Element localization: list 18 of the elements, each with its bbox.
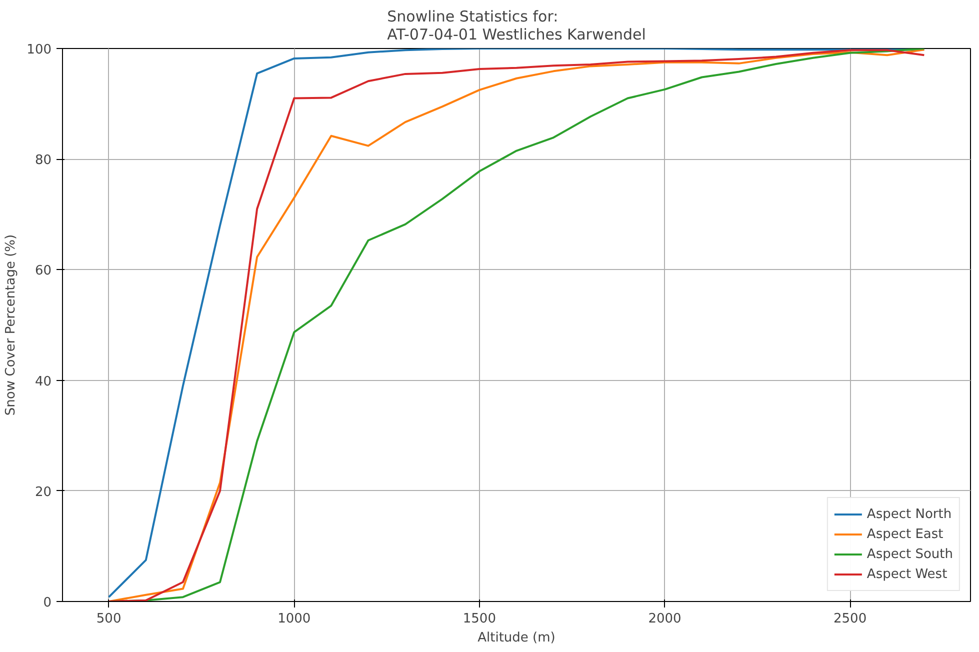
x-tick-label: 500	[96, 612, 122, 626]
y-tick-label: 60	[34, 264, 52, 279]
legend-label: Aspect South	[866, 546, 953, 562]
x-axis-title: Altitude (m)	[478, 630, 556, 646]
y-tick-label: 40	[34, 374, 52, 390]
y-axis-title: Snow Cover Percentage (%)	[4, 234, 19, 416]
y-tick-label: 100	[26, 42, 52, 58]
y-tick-label: 80	[34, 153, 52, 168]
y-tick-label: 20	[34, 484, 52, 500]
x-tick-label: 1000	[278, 612, 311, 626]
x-tick-label: 2000	[648, 612, 682, 626]
legend-label: Aspect North	[866, 506, 952, 522]
chart-title: Snowline Statistics for: AT-07-04-01 Westliches Karwendel	[387, 8, 646, 44]
y-tick-label: 0	[43, 596, 52, 610]
legend-label: Aspect East	[866, 526, 944, 542]
legend-label: Aspect West	[866, 566, 948, 582]
x-tick-label: 1500	[462, 612, 496, 626]
x-tick-label: 2500	[834, 612, 867, 626]
